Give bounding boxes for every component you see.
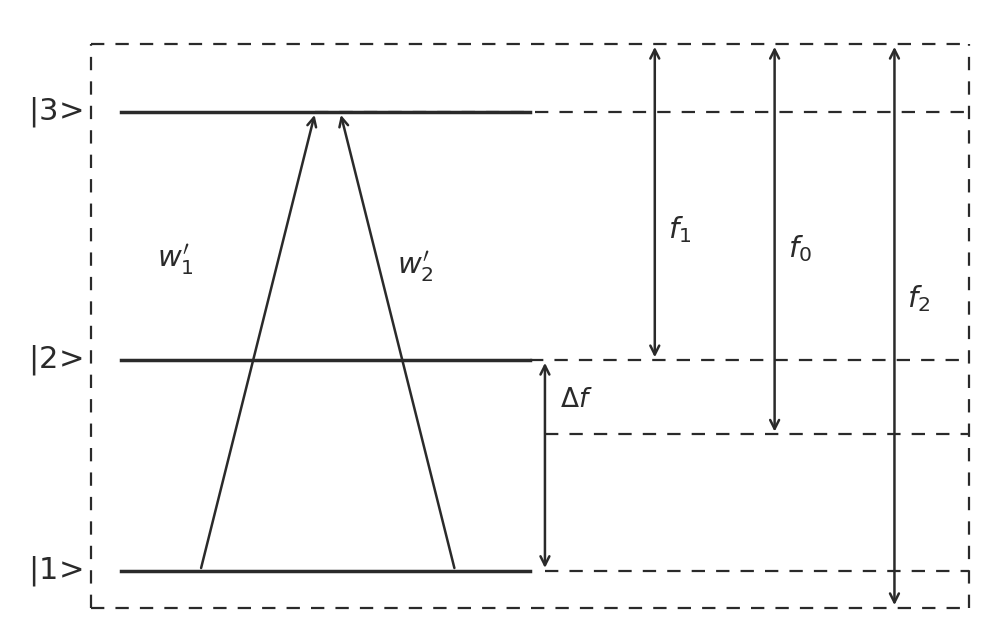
Text: $\mathit{w}_2'$: $\mathit{w}_2'$ [397,250,433,284]
Text: $f_2$: $f_2$ [907,283,931,314]
Text: $f_1$: $f_1$ [668,214,691,245]
Text: $|3\!>$: $|3\!>$ [28,95,83,129]
Text: $\mathit{w}_1'$: $\mathit{w}_1'$ [157,243,194,278]
Text: $\Delta f$: $\Delta f$ [560,388,593,414]
Text: $|2\!>$: $|2\!>$ [28,343,83,377]
Text: $|1\!>$: $|1\!>$ [28,554,83,587]
Text: $f_0$: $f_0$ [788,233,811,264]
